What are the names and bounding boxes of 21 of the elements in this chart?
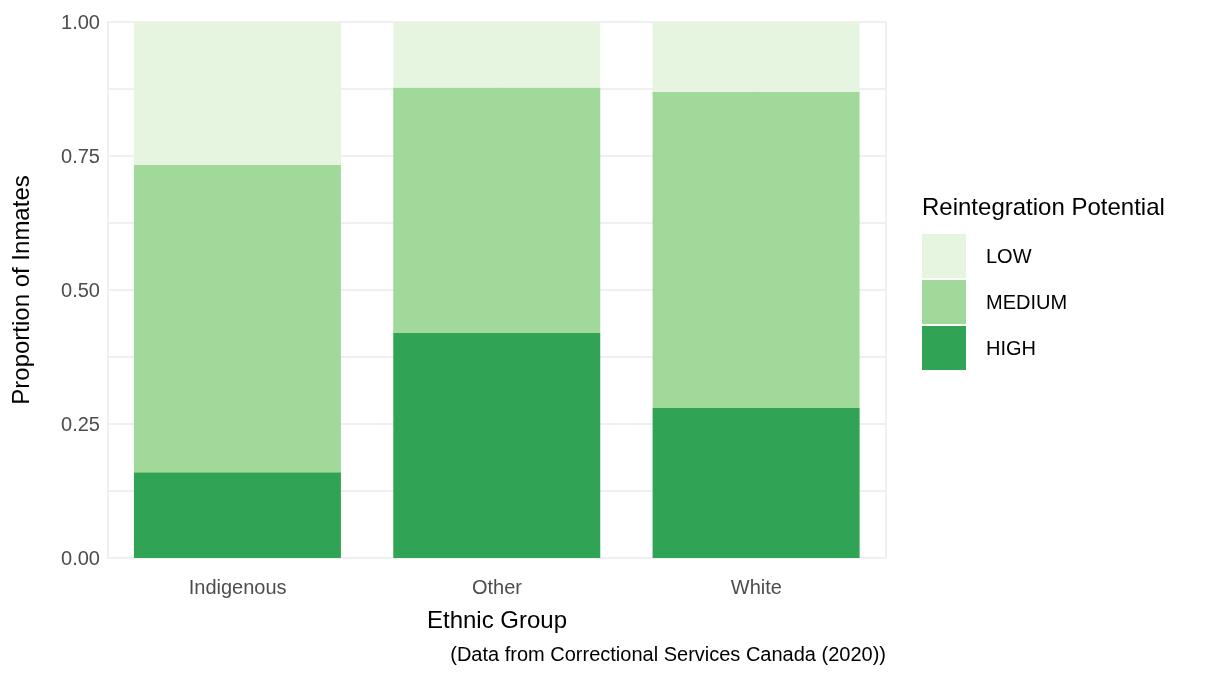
legend-title: Reintegration Potential — [922, 193, 1165, 221]
y-tick-label: 0.75 — [61, 145, 100, 168]
legend-label: MEDIUM — [986, 290, 1068, 314]
bar — [133, 472, 341, 558]
legend-label: LOW — [986, 244, 1032, 268]
bar — [652, 407, 860, 558]
y-tick-label: 0.25 — [61, 413, 100, 436]
x-axis-title: Ethnic Group — [426, 606, 568, 633]
bar — [393, 87, 601, 333]
legend-label: HIGH — [986, 336, 1036, 360]
bar — [133, 165, 341, 473]
x-tick-label: Other — [471, 576, 523, 599]
bar — [652, 91, 860, 408]
x-tick-label: Indigenous — [188, 576, 287, 599]
text: (Data from Correctional Services Canada (2020)) — [450, 643, 886, 666]
bar — [393, 332, 601, 558]
x-tick-label: White — [730, 576, 782, 599]
y-tick-label: 1.00 — [61, 11, 100, 34]
y-axis-title: Proportion of Inmates — [6, 175, 34, 405]
y-tick-label: 0.00 — [61, 547, 100, 570]
y-tick-label: 0.50 — [61, 279, 100, 302]
